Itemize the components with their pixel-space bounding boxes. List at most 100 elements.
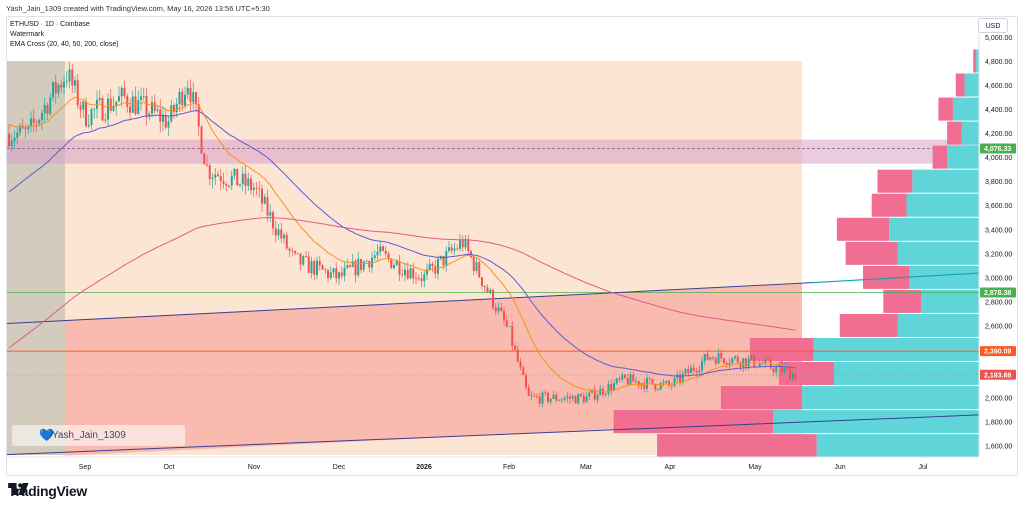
- volume-profile-teal-bar: [947, 145, 979, 169]
- volume-profile-teal-bar: [961, 121, 979, 145]
- candle-body: [291, 250, 294, 252]
- candle-body: [632, 374, 635, 382]
- candle-body: [8, 133, 10, 147]
- candle-body: [35, 122, 38, 124]
- candle-body: [302, 256, 305, 265]
- candle-body: [13, 137, 16, 141]
- candle-body: [714, 358, 717, 364]
- y-tick-label: 3,800.00: [985, 179, 1012, 186]
- legend-symbol[interactable]: ETHUSD · 1D · Coinbase: [10, 21, 90, 28]
- candle-body: [453, 248, 456, 251]
- candle-body: [607, 383, 610, 394]
- candle-body: [742, 358, 745, 367]
- price-label-box: [980, 346, 1016, 357]
- heart-icon: 💙: [39, 428, 54, 442]
- candle-body: [492, 289, 494, 308]
- candle-body: [734, 356, 736, 359]
- candle-body: [349, 265, 351, 267]
- ema-200-line: [8, 217, 796, 349]
- candle-body: [563, 398, 566, 400]
- candle-body: [115, 101, 118, 106]
- candle-body: [131, 96, 134, 113]
- candle-body: [118, 96, 120, 102]
- candle-body: [670, 385, 673, 387]
- chart-caption: Yash_Jain_1309 created with TradingView.…: [6, 4, 270, 13]
- candle-body: [437, 258, 439, 274]
- candle-body: [621, 374, 624, 380]
- candle-body: [406, 269, 409, 279]
- lower-trend-line: [7, 414, 980, 456]
- candle-body: [541, 392, 544, 404]
- volume-profile-pink-bar: [947, 121, 962, 145]
- x-tick-label: May: [748, 464, 762, 471]
- candle-body: [778, 364, 780, 367]
- candle-body: [178, 91, 181, 105]
- candle-body: [101, 97, 104, 121]
- candle-body: [327, 270, 329, 279]
- candle-body: [533, 395, 536, 397]
- candle-body: [580, 393, 582, 397]
- candle-body: [613, 383, 615, 391]
- volume-profile-pink-bar: [955, 73, 965, 97]
- candle-body: [93, 108, 96, 110]
- candle-body: [657, 389, 659, 391]
- candle-body: [585, 396, 588, 403]
- candle-body: [692, 367, 695, 371]
- candle-body: [599, 388, 602, 396]
- volume-profile-pink-bar: [883, 289, 921, 313]
- candle-body: [214, 174, 217, 178]
- x-tick-label: Feb: [503, 464, 515, 471]
- volume-profile-pink-bar: [932, 145, 948, 169]
- candle-body: [475, 262, 478, 271]
- candle-body: [38, 120, 41, 124]
- price-chart[interactable]: 1,600.001,800.002,000.002,200.002,400.00…: [7, 17, 1019, 477]
- candle-body: [181, 91, 184, 106]
- candle-body: [701, 361, 703, 371]
- currency-button[interactable]: USD: [978, 18, 1008, 33]
- candle-body: [643, 383, 646, 389]
- candle-body: [720, 352, 723, 359]
- candle-body: [54, 82, 57, 94]
- candle-body: [63, 82, 65, 88]
- y-tick-label: 3,000.00: [985, 275, 1012, 282]
- candle-body: [522, 367, 525, 376]
- candle-body: [566, 396, 569, 399]
- candle-body: [57, 84, 60, 94]
- chart-container[interactable]: 1,600.001,800.002,000.002,200.002,400.00…: [6, 16, 1018, 476]
- price-label-box: [980, 369, 1016, 380]
- x-tick-label: 2026: [416, 464, 432, 471]
- candle-body: [500, 307, 503, 312]
- candle-body: [272, 212, 274, 229]
- candle-body: [459, 240, 461, 249]
- candle-body: [145, 95, 148, 117]
- candle-body: [783, 368, 786, 373]
- candle-body: [294, 251, 296, 254]
- y-tick-label: 4,200.00: [985, 131, 1012, 138]
- candle-body: [415, 278, 417, 280]
- candle-body: [186, 87, 189, 95]
- candle-body: [654, 384, 657, 390]
- candle-body: [387, 253, 390, 259]
- brand-footer[interactable]: TradingView: [8, 483, 87, 499]
- volume-profile-pink-bar: [839, 313, 898, 337]
- legend-watermark[interactable]: Watermark: [10, 31, 44, 38]
- candle-body: [569, 396, 571, 399]
- candle-body: [32, 118, 35, 123]
- candle-body: [200, 126, 203, 154]
- candles-group: [8, 62, 797, 408]
- ema-50-line: [8, 110, 796, 377]
- candle-body: [288, 248, 291, 251]
- volume-profile-teal-bar: [921, 289, 979, 313]
- candle-body: [780, 364, 783, 373]
- legend-indicator[interactable]: EMA Cross (20, 40, 50, 200, close): [10, 41, 119, 48]
- teal-trend-line: [811, 272, 980, 284]
- price-label-box: [980, 287, 1016, 298]
- candle-body: [558, 400, 560, 402]
- y-tick-label: 2,000.00: [985, 396, 1012, 403]
- candle-body: [269, 212, 272, 216]
- candle-body: [571, 396, 574, 399]
- x-tick-label: Apr: [665, 464, 677, 471]
- candle-body: [87, 124, 90, 127]
- candle-body: [85, 101, 87, 127]
- y-tick-label: 4,600.00: [985, 83, 1012, 90]
